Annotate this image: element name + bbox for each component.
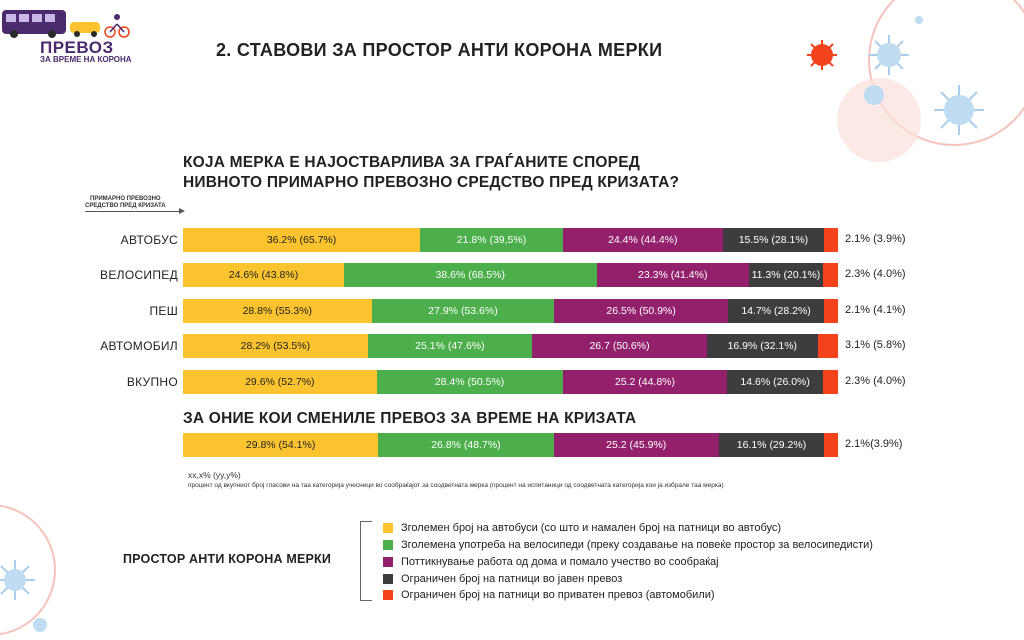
page-title: 2. СТАВОВИ ЗА ПРОСТОР АНТИ КОРОНА МЕРКИ (216, 40, 663, 60)
bar-changed-transport: 29.8% (54.1%) 26.8% (48.7%) 25.2 (45.9%) 16… (183, 433, 838, 457)
question-line-2: НИВНОТО ПРИМАРНО ПРЕВОЗНО СРЕДСТВО ПРЕД … (183, 174, 680, 191)
legend-item: Ограничен број на патници во јавен прево… (383, 573, 622, 585)
bar-segment: 21.8% (39,5%) (420, 228, 563, 252)
bar-segment (824, 299, 838, 323)
axis-heading-line-2: СРЕДСТВО ПРЕД КРИЗАТА (85, 203, 166, 209)
bar-row: 29.6% (52.7%) 28.4% (50.5%) 25.2 (44.8%) 14… (183, 370, 838, 394)
bar-segment: 29.6% (52.7%) (183, 370, 377, 394)
bar-segment (824, 433, 838, 457)
bar-segment: 28.2% (53.5%) (183, 334, 368, 358)
legend-label: Зголемена употреба на велосипеди (преку … (401, 539, 873, 551)
bar-segment: 23.3% (41.4%) (596, 263, 749, 287)
legend-brace (360, 521, 372, 601)
bar-segment: 16.1% (29.2%) (718, 433, 825, 457)
legend-swatch (383, 523, 393, 533)
bar-row: 28.2% (53.5%) 25.1% (47.6%) 26.7 (50.6%) 16… (183, 334, 838, 358)
virus-icon (0, 504, 56, 636)
question-line-1: КОЈА МЕРКА Е НАЈОСТВАРЛИВА ЗА ГРАЃАНИТЕ … (183, 154, 640, 171)
legend-label: Ограничен број на патници во јавен прево… (401, 573, 623, 585)
bar-segment: 16.9% (32.1%) (706, 334, 818, 358)
bar-segment: 36.2% (65.7%) (183, 228, 421, 252)
data-label: 2.1% (4.1%) (845, 304, 906, 316)
bar-segment: 25.2 (44.8%) (562, 370, 728, 394)
bar-segment: 26.7 (50.6%) (532, 334, 707, 358)
bar-segment (824, 228, 838, 252)
row-label: АВТОБУС (120, 233, 178, 247)
row-label: ПЕШ (149, 304, 178, 318)
bar-segment: 25.2 (45.9%) (553, 433, 719, 457)
bar-segment: 14.7% (28.2%) (727, 299, 825, 323)
axis-arrow (85, 208, 185, 214)
bar-segment: 11.3% (20.1%) (748, 263, 823, 287)
legend-item: Зголемена употреба на велосипеди (преку … (383, 539, 873, 551)
chart-question: КОЈА МЕРКА Е НАЈОСТВАРЛИВА ЗА ГРАЃАНИТЕ … (183, 153, 679, 193)
bar-segment: 28.8% (55.3%) (183, 299, 372, 323)
axis-heading-line-1: ПРИМАРНО ПРЕВОЗНО (90, 196, 161, 202)
bar-row: 28.8% (55.3%) 27.9% (53.6%) 26.5% (50.9%) 1… (183, 299, 838, 323)
bar-segment: 15.5% (28.1%) (722, 228, 825, 252)
legend-swatch (383, 574, 393, 584)
legend-item: Зголемен број на автобуси (со што и нама… (383, 522, 781, 534)
logo-title: ПРЕВОЗ (40, 38, 114, 57)
format-note: xx,x% (yy,y%) (188, 470, 241, 480)
bar-segment: 25.1% (47.6%) (367, 334, 533, 358)
bar-row: 36.2% (65.7%) 21.8% (39,5%) 24.4% (44.4%) 1… (183, 228, 838, 252)
bus-icon (2, 10, 130, 38)
legend-title: ПРОСТОР АНТИ КОРОНА МЕРКИ (123, 552, 332, 566)
legend-label: Поттикнување работа од дома и помало уче… (401, 556, 719, 568)
bar-segment (822, 263, 838, 287)
bar-segment: 38.6% (68.5%) (343, 263, 597, 287)
bar-row: 24.6% (43.8%) 38.6% (68.5%) 23.3% (41.4%) 1… (183, 263, 838, 287)
row-label: АВТОМОБИЛ (100, 339, 178, 353)
bar-segment: 24.4% (44.4%) (562, 228, 723, 252)
legend-item: Поттикнување работа од дома и помало уче… (383, 556, 719, 568)
data-label: 2.1% (3.9%) (845, 233, 906, 245)
axis-heading: ПРИМАРНО ПРЕВОЗНО СРЕДСТВО ПРЕД КРИЗАТА (85, 196, 166, 210)
bar-segment: 27.9% (53.6%) (371, 299, 555, 323)
legend-swatch (383, 540, 393, 550)
row-label: ВКУПНО (126, 375, 178, 389)
logo-subtitle: ЗА ВРЕМЕ НА КОРОНА (40, 55, 132, 64)
bar-segment (817, 334, 838, 358)
bar-segment: 14.6% (26.0%) (727, 370, 823, 394)
section-subtitle: ЗА ОНИЕ КОИ СМЕНИЛЕ ПРЕВОЗ ЗА ВРЕМЕ НА К… (183, 410, 637, 427)
legend-item: Ограничен број на патници во приватен пр… (383, 589, 715, 601)
logo: ПРЕВОЗ ЗА ВРЕМЕ НА КОРОНА (0, 0, 140, 66)
bar-segment: 29.8% (54.1%) (183, 433, 379, 457)
row-label: ВЕЛОСИПЕД (100, 268, 178, 282)
data-label: 2.3% (4.0%) (845, 375, 906, 387)
bar-segment: 26.5% (50.9%) (554, 299, 728, 323)
legend-swatch (383, 590, 393, 600)
format-description: процент од вкупниот број гласови на таа … (188, 482, 724, 489)
virus-icon (807, 0, 1024, 162)
legend-label: Зголемен број на автобуси (со што и нама… (401, 522, 782, 534)
bar-segment: 24.6% (43.8%) (183, 263, 344, 287)
legend-swatch (383, 557, 393, 567)
data-label: 2.3% (4.0%) (845, 268, 906, 280)
bar-segment: 26.8% (48.7%) (378, 433, 554, 457)
bar-segment (822, 370, 838, 394)
data-label: 3.1% (5.8%) (845, 339, 906, 351)
legend-label: Ограничен број на патници во приватен пр… (401, 589, 715, 601)
data-label: 2.1%(3.9%) (845, 438, 903, 450)
bar-segment: 28.4% (50.5%) (376, 370, 563, 394)
